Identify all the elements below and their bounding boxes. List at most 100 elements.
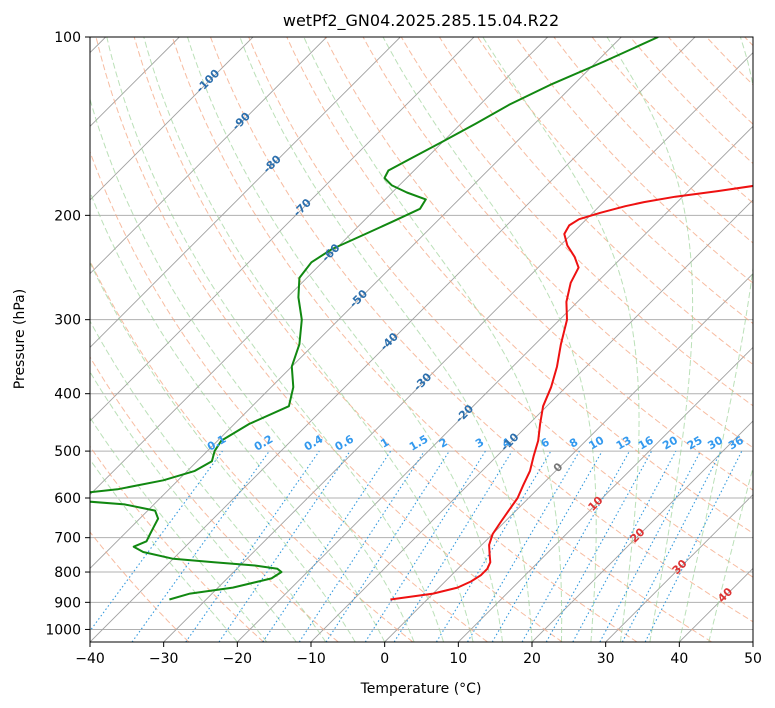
- isotherm-label: -50: [347, 287, 370, 310]
- dry-adiabat: [706, 37, 753, 86]
- moist-adiabat: [482, 37, 640, 642]
- mixing-ratio-line: [435, 450, 552, 642]
- mixing-ratio-line: [218, 450, 351, 642]
- plot-frame: [89, 36, 754, 643]
- y-tick-label: 700: [54, 531, 81, 547]
- isotherm-label: 10: [586, 494, 606, 514]
- mixing-ratio-line: [467, 450, 580, 642]
- moist-adiabat: [90, 190, 386, 642]
- x-tick-label: 40: [670, 651, 688, 667]
- dry-adiabat: [286, 37, 753, 534]
- moist-adiabat: [187, 37, 503, 642]
- isotherm-line: [752, 641, 753, 642]
- moist-adiabat: [303, 37, 563, 642]
- dewpoint-profile-line: [90, 37, 659, 601]
- plot-background: [90, 37, 753, 642]
- x-tick-label: 10: [449, 651, 467, 667]
- moist-adiabat: [678, 37, 753, 642]
- mixing-ratio-line: [572, 450, 677, 642]
- moist-adiabat: [106, 37, 445, 642]
- mixing-ratio-line: [491, 450, 603, 642]
- dry-adiabat: [90, 259, 414, 642]
- isotherm-line: [90, 37, 622, 569]
- x-tick-label: −20: [223, 651, 253, 667]
- x-tick-label: 0: [380, 651, 389, 667]
- dry-adiabat: [171, 37, 712, 642]
- y-tick-label: 200: [54, 208, 81, 224]
- y-tick-label: 300: [54, 313, 81, 329]
- moist-adiabat: [90, 97, 415, 642]
- mixing-ratio-line: [545, 450, 653, 642]
- mixing-ratio-label: 2: [437, 436, 450, 451]
- dry-adiabat: [668, 37, 753, 125]
- y-tick-label: 500: [54, 444, 81, 460]
- y-tick-label: 800: [54, 565, 81, 581]
- isotherm-label: -40: [378, 330, 401, 353]
- isotherm-line: [90, 37, 254, 201]
- moist-adiabat: [382, 37, 597, 642]
- x-tick-label: −40: [75, 651, 105, 667]
- mixing-ratio-label: 0.4: [302, 432, 326, 453]
- mixing-ratio-line: [90, 450, 223, 632]
- mixing-ratio-label: 13: [614, 434, 634, 453]
- isotherm-label: -30: [411, 370, 434, 393]
- isotherm-label: -20: [453, 402, 476, 425]
- isotherm-line: [90, 37, 696, 642]
- isotherm-line: [90, 37, 401, 348]
- mixing-ratio-label: 3: [473, 436, 486, 451]
- mixing-ratio-line: [325, 450, 450, 642]
- chart-title: wetPf2_GN04.2025.285.15.04.R22: [283, 11, 559, 31]
- y-tick-label: 900: [54, 595, 81, 611]
- x-axis-label: Temperature (°C): [360, 681, 482, 697]
- axes: −40 −30 −20 −10 0 10 20 30 40 5010009008007006005…: [45, 30, 762, 667]
- mixing-ratio-label: 0.2: [252, 433, 275, 454]
- y-tick-label: 100: [54, 30, 81, 46]
- isotherm-line: [90, 37, 475, 422]
- mixing-ratio-label: 10: [587, 433, 607, 452]
- y-tick-label: 600: [54, 491, 81, 507]
- x-tick-label: 50: [744, 651, 762, 667]
- dry-adiabat: [133, 37, 638, 642]
- dry-adiabat: [90, 150, 488, 642]
- mixing-ratio-line: [364, 450, 486, 642]
- isotherm-line: [237, 125, 753, 642]
- moist-adiabat: [90, 370, 297, 642]
- dry-adiabat: [248, 37, 753, 578]
- y-tick-label: 400: [54, 387, 81, 403]
- x-tick-label: 30: [597, 651, 615, 667]
- dry-adiabat: [400, 37, 753, 407]
- mixing-ratio-label: 0.6: [333, 432, 357, 453]
- mixing-ratio-label: 30: [705, 433, 725, 452]
- mixing-ratio-line: [393, 450, 513, 642]
- isotherm-line: [163, 52, 753, 642]
- dry-adiabat: [438, 37, 753, 366]
- dry-adiabat: [90, 356, 339, 642]
- y-axis-label: Pressure (hPa): [12, 289, 28, 389]
- mixing-ratio-label: 6: [539, 435, 552, 450]
- isotherm-line: [90, 37, 548, 496]
- dry-adiabat: [210, 37, 753, 623]
- isotherm-line: [458, 346, 753, 642]
- isotherm-line: [531, 420, 753, 642]
- data-layer: [90, 37, 753, 601]
- dry-adiabat: [90, 531, 190, 642]
- mixing-ratio-line: [185, 450, 320, 642]
- moist-adiabat: [239, 37, 533, 642]
- moist-adiabat: [606, 37, 694, 642]
- mixing-ratio-label: 25: [685, 434, 705, 453]
- temperature-profile-line: [390, 184, 753, 601]
- dry-adiabat: [95, 37, 563, 642]
- moist-adiabat: [90, 458, 238, 642]
- isotherm-label: -80: [261, 152, 284, 175]
- isotherm-label: 20: [628, 525, 648, 545]
- isotherm-line: [90, 37, 327, 275]
- dry-adiabat: [591, 37, 753, 204]
- isotherm-label: -90: [230, 110, 253, 133]
- isotherm-label: 0: [551, 460, 566, 475]
- mixing-ratio-label: 1: [378, 436, 391, 451]
- moist-adiabat: [143, 37, 474, 642]
- isotherm-line: [384, 273, 753, 642]
- mixing-ratio-line: [521, 450, 630, 642]
- isotherm-label: -10: [498, 430, 521, 453]
